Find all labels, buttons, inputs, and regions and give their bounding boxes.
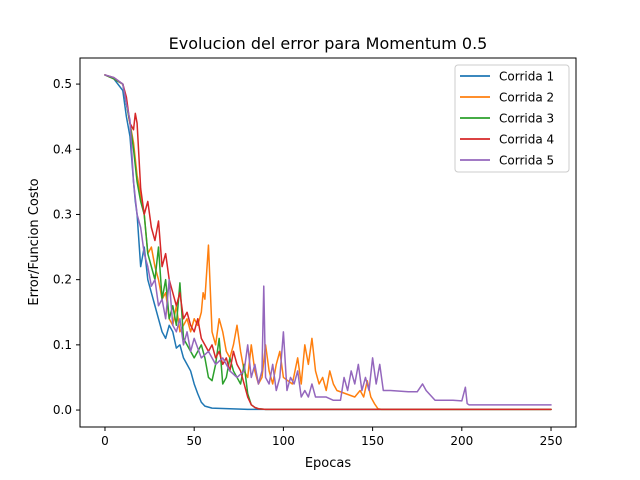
x-tick-label: 50 <box>187 434 202 448</box>
y-axis-label: Error/Funcion Costo <box>27 178 42 305</box>
y-tick-label: 0.0 <box>53 403 72 417</box>
y-tick-label: 0.5 <box>53 77 72 91</box>
legend: Corrida 1 Corrida 2 Corrida 3 Corrida 4 Corr… <box>454 64 570 173</box>
y-axis-ticks: 0.0 0.1 0.2 0.3 0.4 0.5 <box>53 77 80 417</box>
series-layer <box>104 74 552 411</box>
legend-box <box>454 64 570 173</box>
y-tick-label: 0.4 <box>53 142 72 156</box>
legend-label-1: Corrida 1 <box>499 70 554 84</box>
x-tick-label: 250 <box>540 434 563 448</box>
y-tick-label: 0.1 <box>53 338 72 352</box>
chart-title: Evolucion del error para Momentum 0.5 <box>169 34 488 53</box>
y-tick-label: 0.3 <box>53 207 72 221</box>
x-axis-ticks: 0 50 100 150 200 250 <box>101 427 562 448</box>
series-line-5 <box>104 74 552 406</box>
x-axis-label: Epocas <box>305 456 352 471</box>
x-tick-label: 200 <box>450 434 473 448</box>
x-tick-label: 150 <box>361 434 384 448</box>
legend-label-5: Corrida 5 <box>499 154 554 168</box>
x-tick-label: 100 <box>272 434 295 448</box>
x-tick-label: 0 <box>101 434 109 448</box>
legend-entries: Corrida 1 Corrida 2 Corrida 3 Corrida 4 Corr… <box>460 70 554 168</box>
legend-label-4: Corrida 4 <box>499 133 554 147</box>
legend-label-3: Corrida 3 <box>499 112 554 126</box>
y-tick-label: 0.2 <box>53 273 72 287</box>
plot-area: 0 50 100 150 200 250 0.0 0.1 0.2 0.3 0.4 0.5 <box>53 57 577 448</box>
legend-label-2: Corrida 2 <box>499 91 554 105</box>
series-line-4 <box>104 74 552 411</box>
axes-frame <box>79 57 577 428</box>
